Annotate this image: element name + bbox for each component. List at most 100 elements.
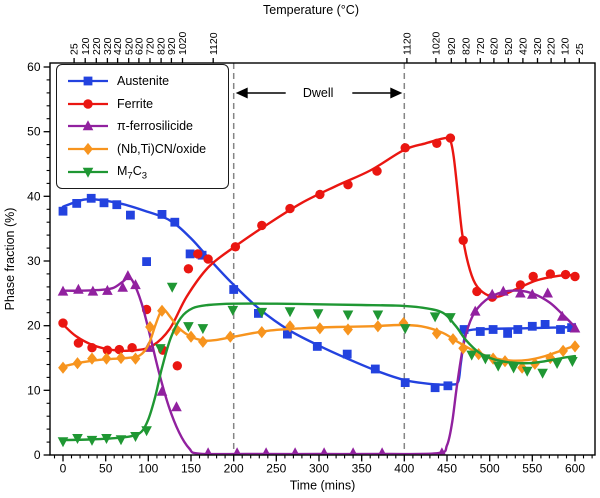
data-point-marker xyxy=(197,324,209,335)
data-point-marker xyxy=(101,434,112,444)
series-ferrite xyxy=(58,133,580,371)
data-point-marker xyxy=(130,432,141,442)
data-point-marker xyxy=(203,254,213,264)
legend-label: π-ferrosilicide xyxy=(117,119,194,134)
data-point-marker xyxy=(72,199,82,208)
data-point-marker xyxy=(86,435,98,446)
data-point-marker xyxy=(560,269,571,280)
x-axis-title: Time (mins) xyxy=(290,479,356,493)
data-point-marker xyxy=(343,180,353,190)
data-point-marker xyxy=(312,309,324,320)
data-point-marker xyxy=(472,286,482,297)
top-tick-label: 25 xyxy=(574,43,586,55)
x-tick-label: 250 xyxy=(266,462,286,476)
data-point-marker xyxy=(567,357,578,367)
legend-item-nbti_cn_oxide: (Nb,Ti)CN/oxide xyxy=(66,139,220,159)
data-point-marker xyxy=(431,327,442,340)
legend-item-m7c3: M7C3 xyxy=(66,162,220,182)
data-point-marker xyxy=(438,447,446,455)
data-point-marker xyxy=(284,307,296,318)
dwell-label: Dwell xyxy=(303,86,334,100)
data-point-marker xyxy=(492,361,504,372)
data-point-marker xyxy=(285,320,295,333)
top-tick-label: 220 xyxy=(91,37,103,55)
data-point-marker xyxy=(130,352,141,365)
y-axis-title: Phase fraction (%) xyxy=(3,208,17,311)
top-tick-label: 120 xyxy=(559,37,571,55)
data-point-marker xyxy=(73,283,84,294)
data-point-marker xyxy=(466,350,477,361)
data-point-marker xyxy=(342,310,354,321)
data-point-marker xyxy=(186,330,196,343)
legend-item-ferrite: Ferrite xyxy=(66,94,220,114)
top-tick-label: 620 xyxy=(134,37,146,55)
series-pi_ferrosilicide xyxy=(57,270,581,455)
data-point-marker xyxy=(567,323,576,332)
legend-label: Austenite xyxy=(117,74,170,89)
x-tick-label: 450 xyxy=(437,462,457,476)
dwell-right-arrowhead xyxy=(390,87,403,99)
data-point-marker xyxy=(156,385,168,396)
data-point-marker xyxy=(542,287,553,298)
top-tick-label: 320 xyxy=(102,37,114,55)
data-point-marker xyxy=(72,357,83,370)
data-point-marker xyxy=(570,340,580,353)
top-tick-label: 920 xyxy=(446,37,458,55)
data-point-marker xyxy=(185,249,195,259)
series-markers-austenite xyxy=(58,193,576,393)
y-tick-label: 40 xyxy=(27,189,41,203)
y-tick-label: 10 xyxy=(27,383,41,397)
data-point-marker xyxy=(540,320,550,329)
data-point-marker xyxy=(83,142,93,156)
data-point-marker xyxy=(86,193,96,203)
data-point-marker xyxy=(256,326,267,339)
legend-marker-triangle-up-icon xyxy=(68,120,108,131)
data-point-marker xyxy=(155,344,166,355)
top-tick-label: 220 xyxy=(546,37,558,55)
data-point-marker xyxy=(459,325,469,334)
data-point-marker xyxy=(172,361,182,371)
top-tick-label: 1120 xyxy=(208,32,220,55)
data-point-marker xyxy=(82,120,94,131)
top-tick-label: 1020 xyxy=(431,31,443,55)
data-point-marker xyxy=(117,281,128,292)
data-point-marker xyxy=(58,361,68,374)
y-tick-label: 50 xyxy=(27,125,41,139)
legend-label: (Nb,Ti)CN/oxide xyxy=(117,141,207,156)
data-point-marker xyxy=(157,210,167,219)
x-tick-label: 550 xyxy=(522,462,542,476)
top-tick-label: 720 xyxy=(145,37,157,55)
data-point-marker xyxy=(230,242,241,252)
x-tick-label: 200 xyxy=(224,462,244,476)
data-point-marker xyxy=(166,282,178,293)
legend-label: Ferrite xyxy=(117,96,154,111)
data-point-marker xyxy=(343,323,353,336)
data-point-marker xyxy=(445,313,456,324)
data-point-marker xyxy=(101,352,112,365)
frame-rect xyxy=(49,62,596,456)
data-point-marker xyxy=(508,363,519,374)
data-point-marker xyxy=(315,322,325,335)
data-point-marker xyxy=(448,333,458,346)
x-tick-label: 500 xyxy=(480,462,500,476)
top-tick-label: 720 xyxy=(475,37,487,55)
data-point-marker xyxy=(157,304,167,317)
legend-label: M7C3 xyxy=(117,164,148,182)
x-tick-label: 0 xyxy=(60,462,67,476)
series-markers-ferrite xyxy=(58,133,580,371)
data-point-marker xyxy=(556,325,565,334)
data-point-marker xyxy=(528,271,538,282)
data-point-marker xyxy=(256,307,268,318)
x-tick-label: 600 xyxy=(565,462,585,476)
x-tick-label: 400 xyxy=(394,462,414,476)
data-point-marker xyxy=(551,359,563,369)
data-point-marker xyxy=(283,329,292,339)
data-point-marker xyxy=(486,288,498,299)
data-point-marker xyxy=(112,200,122,210)
data-point-marker xyxy=(183,322,194,333)
top-tick-label: 420 xyxy=(518,37,530,55)
data-point-marker xyxy=(521,366,533,377)
top-tick-label: 1020 xyxy=(177,31,189,55)
